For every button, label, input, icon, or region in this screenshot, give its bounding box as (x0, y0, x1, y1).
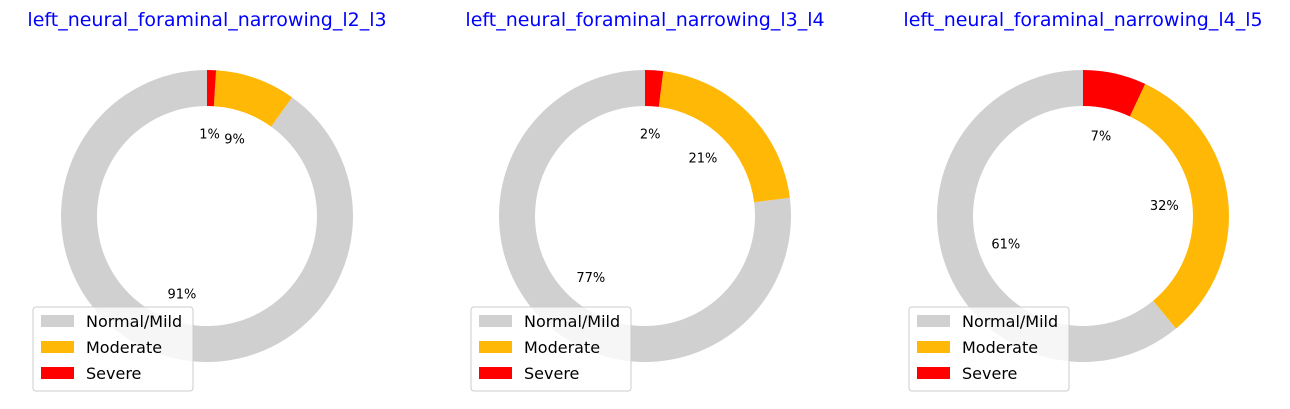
legend: Normal/Mild Moderate Severe (908, 306, 1070, 392)
legend-swatch (917, 315, 950, 327)
percent-label: 77% (576, 271, 605, 286)
percent-label: 9% (224, 132, 245, 147)
legend-label: Normal/Mild (962, 312, 1058, 331)
legend-swatch (41, 315, 74, 327)
legend-label: Severe (86, 364, 141, 383)
slice-severe (207, 70, 217, 107)
legend-swatch (917, 341, 950, 353)
legend: Normal/Mild Moderate Severe (470, 306, 632, 392)
slice-normal-mild (936, 70, 1177, 363)
percent-label: 1% (199, 128, 220, 143)
percent-label: 7% (1091, 129, 1112, 144)
chart-title: left_neural_foraminal_narrowing_l4_l5 (903, 9, 1262, 31)
legend-label: Normal/Mild (524, 312, 620, 331)
legend-swatch (479, 315, 512, 327)
legend-label: Severe (962, 364, 1017, 383)
legend-swatch (917, 367, 950, 379)
donut-chart-1: left_neural_foraminal_narrowing_l2_l3 91%… (27, 9, 387, 392)
legend: Normal/Mild Moderate Severe (32, 306, 194, 392)
legend-label: Normal/Mild (86, 312, 182, 331)
legend-swatch (479, 341, 512, 353)
slice-moderate (1129, 83, 1229, 329)
legend-swatch (479, 367, 512, 379)
legend-label: Moderate (524, 338, 600, 357)
legend-label: Severe (524, 364, 579, 383)
legend-label: Moderate (86, 338, 162, 357)
legend-label: Moderate (962, 338, 1038, 357)
donut-chart-2: left_neural_foraminal_narrowing_l3_l4 77%… (465, 9, 825, 392)
percent-label: 2% (640, 128, 661, 143)
percent-label: 61% (991, 237, 1020, 252)
slice-severe (645, 70, 664, 107)
donut-chart-3: left_neural_foraminal_narrowing_l4_l5 61%… (903, 9, 1263, 392)
slice-moderate (658, 71, 790, 203)
slice-moderate (213, 70, 293, 127)
chart-title: left_neural_foraminal_narrowing_l3_l4 (465, 9, 824, 31)
percent-label: 21% (689, 152, 718, 167)
legend-swatch (41, 341, 74, 353)
percent-label: 32% (1150, 199, 1179, 214)
chart-title: left_neural_foraminal_narrowing_l2_l3 (27, 9, 386, 31)
slice-severe (1083, 70, 1146, 117)
percent-label: 91% (167, 288, 196, 303)
legend-swatch (41, 367, 74, 379)
